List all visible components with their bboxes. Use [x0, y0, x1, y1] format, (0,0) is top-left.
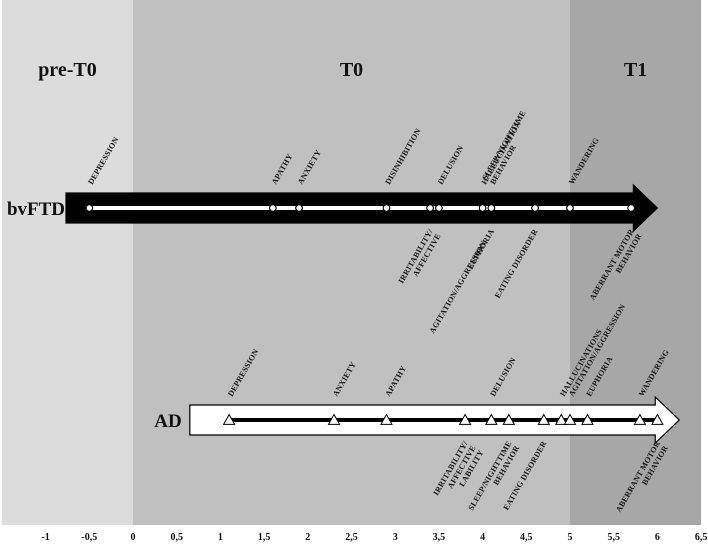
event-marker [426, 204, 435, 212]
phase-title-t0: T0 [340, 59, 363, 81]
phase-title-t1: T1 [624, 59, 647, 81]
event-marker [633, 413, 647, 425]
event-marker [484, 413, 498, 425]
axis-tick-label: 1 [218, 532, 223, 543]
phase-band-t0 [133, 0, 570, 525]
axis-tick-label: 5,5 [607, 532, 620, 543]
event-marker [85, 204, 94, 212]
axis-tick-label: 3 [393, 532, 398, 543]
event-marker [382, 204, 391, 212]
axis-tick-label: 4 [480, 532, 485, 543]
axis-tick-label: 1,5 [258, 532, 271, 543]
event-marker [563, 413, 577, 425]
axis-tick-label: -0,5 [81, 532, 97, 543]
event-marker [478, 204, 487, 212]
event-marker [458, 413, 472, 425]
axis-tick-label: 2 [305, 532, 310, 543]
axis-tick-label: 0,5 [170, 532, 183, 543]
event-marker [554, 413, 568, 425]
axis-tick-label: 3,5 [433, 532, 446, 543]
event-marker [531, 204, 539, 212]
phase-band-t1 [570, 0, 702, 525]
event-marker [295, 204, 303, 212]
event-marker [268, 204, 277, 212]
axis-tick-label: 6,5 [695, 532, 708, 543]
event-marker [651, 413, 664, 425]
timeline-name-bvftd: bvFTD [7, 199, 65, 220]
axis-tick-label: 6 [655, 532, 660, 543]
axis-tick-label: 2,5 [345, 532, 358, 543]
event-marker [537, 413, 551, 425]
event-marker [327, 413, 341, 425]
phase-title-pre-t0: pre-T0 [38, 59, 97, 81]
event-marker [487, 204, 496, 212]
event-marker [566, 204, 574, 212]
event-marker [627, 204, 636, 212]
phase-band-pre-t0 [1, 0, 134, 525]
timeline-name-ad: AD [154, 411, 181, 432]
axis-tick-label: 4,5 [520, 532, 533, 543]
axis-tick-label: 0 [131, 532, 136, 543]
event-marker [435, 204, 443, 212]
event-marker [380, 413, 393, 425]
axis-tick-label: 5 [568, 532, 573, 543]
axis-tick-label: -1 [41, 532, 49, 543]
event-marker [222, 413, 236, 425]
event-marker [581, 413, 594, 425]
event-marker [502, 413, 516, 425]
